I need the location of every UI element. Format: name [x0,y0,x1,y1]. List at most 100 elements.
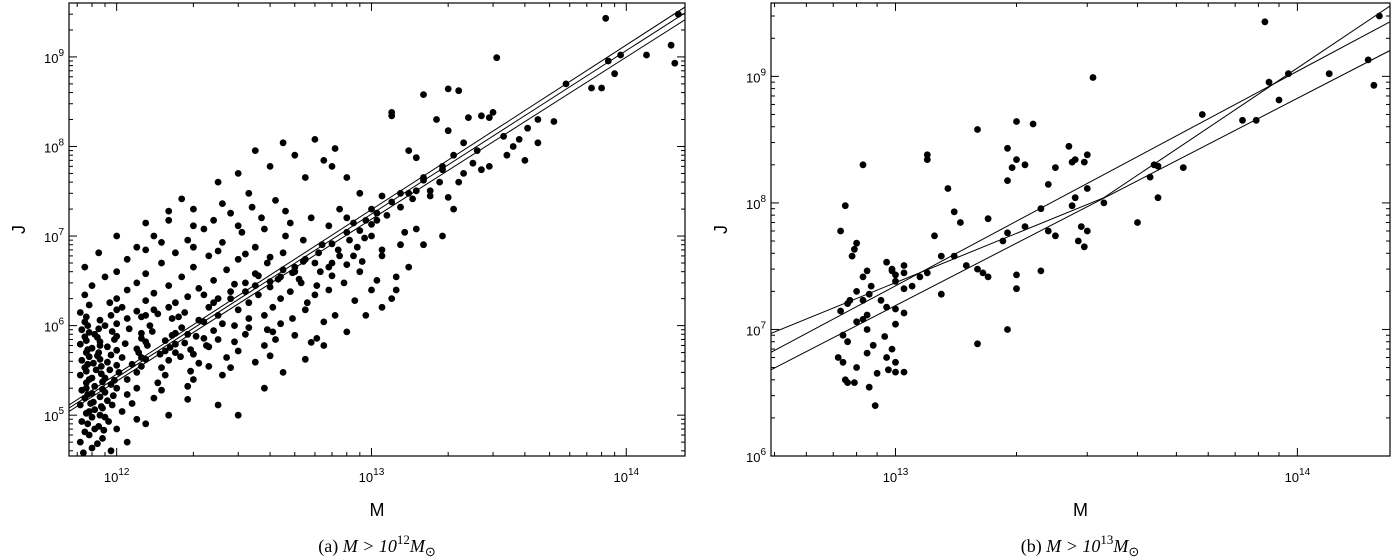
data-point [109,392,117,400]
data-point [325,286,333,294]
data-point [869,341,877,349]
data-point [148,328,156,335]
data-point [223,266,231,274]
data-point [81,291,89,299]
data-point [245,324,253,331]
data-point [223,354,231,361]
data-point [263,326,271,334]
data-point [80,449,87,456]
data-point [219,239,226,246]
data-point [295,275,303,283]
data-point [172,329,179,337]
data-point [123,391,131,398]
data-point [113,268,121,276]
data-point [1068,202,1076,210]
data-point [97,370,105,378]
data-point [859,296,867,304]
data-point [892,305,899,313]
tick-marks [69,2,685,456]
data-point [301,306,309,314]
data-point [172,340,179,348]
data-point [99,435,106,442]
data-point [301,355,309,363]
data-point [885,366,892,374]
data-point [311,136,319,143]
data-point [88,444,96,452]
x-tick-label: 1014 [1285,467,1311,485]
data-point [361,234,368,242]
data-point [106,299,114,307]
data-point [190,222,197,230]
data-point [950,208,958,216]
data-point [165,207,173,215]
data-point [84,346,92,353]
data-point [950,252,958,260]
data-point [362,312,370,319]
data-point [227,209,235,217]
data-point [242,279,249,287]
data-point [266,253,274,261]
data-point [439,166,446,174]
y-tick-label: 108 [746,194,766,212]
data-point [844,300,851,307]
data-point [1376,12,1383,20]
data-point [184,382,192,390]
data-point [957,219,964,226]
data-point [617,51,624,59]
data-point [1044,181,1052,188]
data-point [1134,219,1141,226]
data-point [500,132,507,140]
data-point [219,371,226,379]
fit-line [69,6,685,406]
data-point [426,192,434,200]
data-point [172,249,179,257]
data-point [96,355,104,363]
data-point [356,189,364,197]
data-point [200,225,208,233]
y-tick-label: 106 [746,447,766,465]
data-point [245,299,253,307]
data-point [203,342,210,349]
data-point [426,187,434,195]
data-point [343,328,351,336]
data-point [604,57,612,65]
data-point [231,280,238,288]
data-point [444,194,452,201]
data-point [133,243,141,251]
data-point [892,368,899,376]
x-axis-title: M [370,500,385,520]
data-point [291,151,299,159]
data-point [848,252,856,260]
y-tick-label: 107 [44,227,64,245]
data-point [923,269,931,277]
data-point [892,271,899,279]
data-point [311,259,319,267]
data-point [328,240,336,248]
data-point [667,41,675,49]
data-point [150,232,158,240]
data-point [1071,194,1079,202]
data-point [210,299,218,307]
data-point [865,383,873,391]
data-point [118,303,126,311]
subfigure-caption: (a) M > 1012M⊙ [318,532,436,559]
plot-frame [770,2,1391,457]
data-point [358,258,366,265]
y-tick-label: 105 [44,406,64,424]
data-point [177,353,184,361]
data-point [184,293,192,301]
data-point [343,261,351,268]
data-point [101,273,109,281]
data-point [378,246,386,254]
data-point [863,349,871,357]
data-point [85,301,93,309]
data-point [859,273,867,281]
data-point [78,326,86,334]
data-point [84,391,92,398]
data-point [158,386,165,394]
data-point [92,366,100,374]
data-point [219,200,226,208]
data-point [859,316,867,323]
data-point [234,170,242,177]
data-point [316,268,324,276]
